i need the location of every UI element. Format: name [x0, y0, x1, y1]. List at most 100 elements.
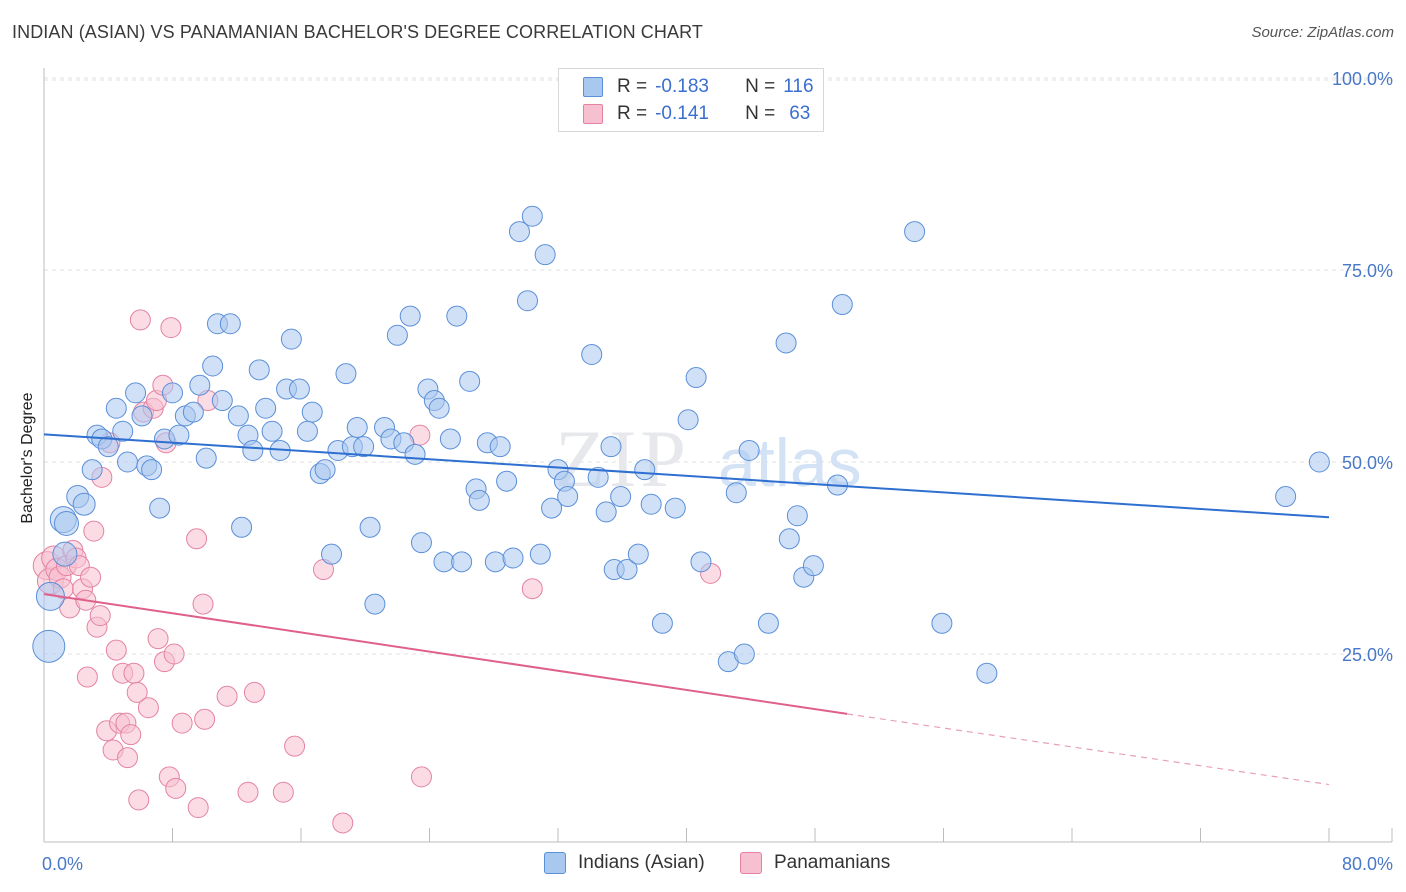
- point-indians: [112, 420, 134, 442]
- trend-line-panamanians-extrapolated: [847, 713, 1330, 786]
- point-indians: [117, 451, 139, 473]
- point-indians: [610, 486, 632, 508]
- point-panamanians: [147, 628, 169, 650]
- point-indians: [141, 459, 163, 481]
- point-indians: [802, 555, 824, 577]
- point-indians: [288, 378, 310, 400]
- point-indians: [595, 501, 617, 523]
- point-indians: [508, 221, 530, 243]
- point-indians: [516, 290, 538, 312]
- point-panamanians: [521, 578, 543, 600]
- point-indians: [227, 405, 249, 427]
- trend-line-indians: [43, 433, 1330, 519]
- point-indians: [685, 367, 707, 389]
- point-indians: [32, 629, 66, 663]
- point-indians: [81, 459, 103, 481]
- y-tick-labels: 25.0% 50.0% 75.0% 100.0%: [1332, 69, 1393, 665]
- point-indians: [600, 436, 622, 458]
- point-indians: [364, 593, 386, 615]
- point-indians: [459, 370, 481, 392]
- point-indians: [534, 244, 556, 266]
- point-panamanians: [160, 317, 182, 339]
- point-indians: [557, 486, 579, 508]
- point-panamanians: [284, 735, 306, 757]
- legend-item-indians: Indians (Asian): [544, 852, 705, 874]
- point-indians: [168, 424, 190, 446]
- point-panamanians: [128, 789, 150, 811]
- chart-title: INDIAN (ASIAN) VS PANAMANIAN BACHELOR'S …: [12, 22, 703, 42]
- legend-item-panamanians: Panamanians: [740, 852, 890, 874]
- point-panamanians: [137, 697, 159, 719]
- y-tick-label: 50.0%: [1342, 453, 1393, 473]
- point-indians: [410, 532, 432, 554]
- legend-label-indians: Indians (Asian): [578, 852, 705, 873]
- point-panamanians: [243, 681, 265, 703]
- point-indians: [446, 305, 468, 327]
- y-tick-label: 75.0%: [1342, 261, 1393, 281]
- axes: [43, 68, 1392, 843]
- point-indians: [231, 516, 253, 538]
- point-panamanians: [332, 812, 354, 834]
- point-indians: [904, 221, 926, 243]
- point-indians: [131, 405, 153, 427]
- point-indians: [301, 401, 323, 423]
- point-indians: [581, 343, 603, 365]
- point-indians: [182, 401, 204, 423]
- point-panamanians: [76, 666, 98, 688]
- point-indians: [149, 497, 171, 519]
- point-indians: [496, 470, 518, 492]
- point-indians: [125, 382, 147, 404]
- point-indians: [195, 447, 217, 469]
- legend-r-label: R =: [617, 76, 648, 97]
- point-panamanians: [89, 605, 111, 627]
- point-indians: [529, 543, 551, 565]
- point-indians: [738, 439, 760, 461]
- point-indians: [97, 436, 119, 458]
- point-panamanians: [192, 593, 214, 615]
- point-panamanians: [194, 708, 216, 730]
- point-indians: [616, 559, 638, 581]
- point-indians: [634, 459, 656, 481]
- legend-swatch-panamanians: [583, 104, 603, 124]
- point-panamanians: [163, 643, 185, 665]
- point-indians: [775, 332, 797, 354]
- point-indians: [433, 551, 455, 573]
- point-indians: [296, 420, 318, 442]
- zipatlas-watermark: ZIP atlas: [555, 413, 862, 504]
- legend-swatch-indians: [583, 77, 603, 97]
- point-indians: [162, 382, 183, 404]
- point-indians: [757, 612, 779, 634]
- point-indians: [541, 497, 563, 519]
- point-panamanians: [216, 685, 238, 707]
- point-indians: [587, 466, 609, 488]
- legend-n-label: N =: [745, 103, 776, 124]
- point-panamanians: [117, 747, 139, 769]
- point-indians: [664, 497, 686, 519]
- point-indians: [404, 443, 426, 465]
- correlation-legend: R = -0.183 N = 116 R = -0.141 N = 63: [558, 68, 824, 132]
- point-indians: [976, 662, 998, 684]
- point-indians: [346, 416, 368, 438]
- point-indians: [399, 305, 421, 327]
- point-indians: [248, 359, 270, 381]
- point-panamanians: [237, 781, 259, 803]
- point-panamanians: [126, 681, 148, 703]
- trend-lines: [43, 433, 1330, 786]
- point-panamanians: [123, 662, 145, 684]
- point-indians: [335, 363, 357, 385]
- trend-line-panamanians: [43, 593, 848, 715]
- point-indians: [677, 409, 699, 431]
- legend-n-value: 116: [783, 76, 814, 97]
- point-indians: [502, 547, 524, 569]
- point-indians: [521, 205, 543, 227]
- legend-r-label: R =: [617, 103, 648, 124]
- legend-row-panamanians: R = -0.141 N = 63: [583, 102, 810, 126]
- source-credit: Source: ZipAtlas.com: [1251, 24, 1394, 41]
- point-indians: [219, 313, 241, 335]
- point-panamanians: [129, 309, 151, 331]
- legend-n-value: 63: [789, 103, 811, 124]
- point-panamanians: [80, 566, 102, 588]
- point-indians: [468, 489, 490, 511]
- point-indians: [255, 397, 277, 419]
